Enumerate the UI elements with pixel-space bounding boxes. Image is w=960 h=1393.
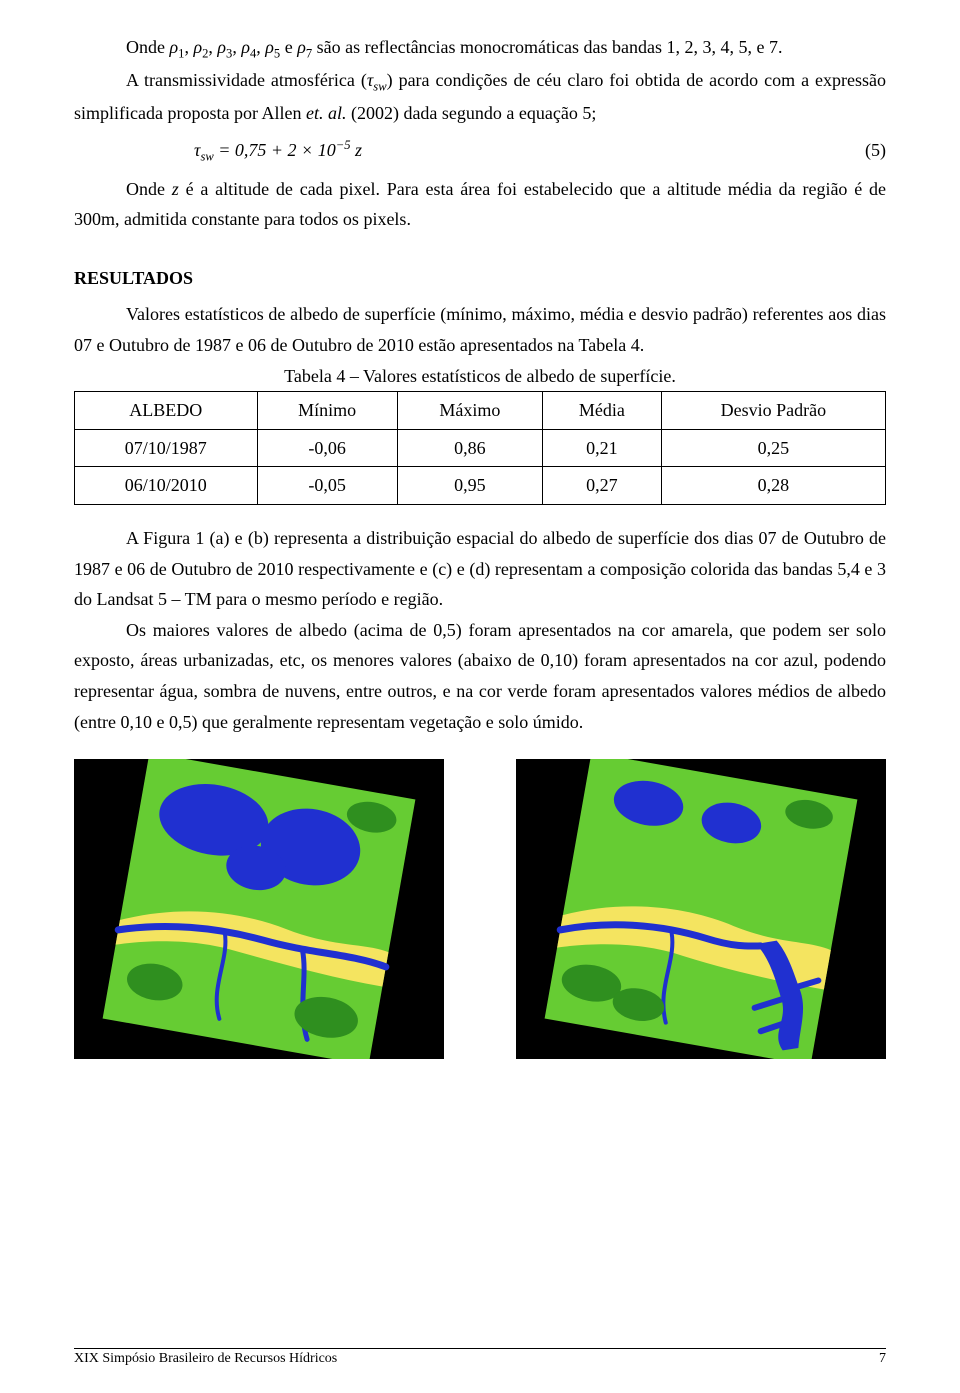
table-cell: -0,06 bbox=[257, 429, 397, 467]
table-cell: 0,25 bbox=[661, 429, 885, 467]
table-cell: 0,95 bbox=[397, 467, 542, 505]
table-cell: 0,27 bbox=[543, 467, 662, 505]
table-header-cell: Máximo bbox=[397, 392, 542, 430]
equation-5-expr: τsw = 0,75 + 2 × 10−5 z bbox=[194, 140, 362, 160]
table-header-cell: Desvio Padrão bbox=[661, 392, 885, 430]
figure-1-maps bbox=[74, 759, 886, 1059]
table-cell: 07/10/1987 bbox=[75, 429, 258, 467]
paragraph-2: A transmissividade atmosférica (τsw) par… bbox=[74, 65, 886, 129]
equation-5: τsw = 0,75 + 2 × 10−5 z (5) bbox=[74, 135, 886, 168]
table-cell: 0,28 bbox=[661, 467, 885, 505]
table-4-caption: Tabela 4 – Valores estatísticos de albed… bbox=[74, 361, 886, 392]
table-row: 06/10/2010 -0,05 0,95 0,27 0,28 bbox=[75, 467, 886, 505]
footer-left: XIX Simpósio Brasileiro de Recursos Hídr… bbox=[74, 1347, 337, 1371]
section-heading-resultados: RESULTADOS bbox=[74, 263, 886, 294]
paragraph-6: Os maiores valores de albedo (acima de 0… bbox=[74, 615, 886, 737]
table-header-cell: Média bbox=[543, 392, 662, 430]
figure-1b-map bbox=[516, 759, 886, 1059]
table-cell: 06/10/2010 bbox=[75, 467, 258, 505]
equation-5-number: (5) bbox=[865, 135, 886, 166]
table-header-row: ALBEDO Mínimo Máximo Média Desvio Padrão bbox=[75, 392, 886, 430]
table-4: ALBEDO Mínimo Máximo Média Desvio Padrão… bbox=[74, 391, 886, 505]
table-row: 07/10/1987 -0,06 0,86 0,21 0,25 bbox=[75, 429, 886, 467]
table-header-cell: Mínimo bbox=[257, 392, 397, 430]
figure-1a-map bbox=[74, 759, 444, 1059]
footer-page-number: 7 bbox=[879, 1347, 886, 1371]
page-footer: XIX Simpósio Brasileiro de Recursos Hídr… bbox=[74, 1347, 886, 1371]
paragraph-4: Valores estatísticos de albedo de superf… bbox=[74, 299, 886, 360]
paragraph-1: Onde ρ1, ρ2, ρ3, ρ4, ρ5 e ρ7 são as refl… bbox=[74, 32, 886, 65]
table-cell: 0,21 bbox=[543, 429, 662, 467]
page: Onde ρ1, ρ2, ρ3, ρ4, ρ5 e ρ7 são as refl… bbox=[0, 0, 960, 1393]
table-cell: -0,05 bbox=[257, 467, 397, 505]
table-cell: 0,86 bbox=[397, 429, 542, 467]
paragraph-5: A Figura 1 (a) e (b) representa a distri… bbox=[74, 523, 886, 615]
table-header-cell: ALBEDO bbox=[75, 392, 258, 430]
paragraph-3: Onde z é a altitude de cada pixel. Para … bbox=[74, 174, 886, 235]
